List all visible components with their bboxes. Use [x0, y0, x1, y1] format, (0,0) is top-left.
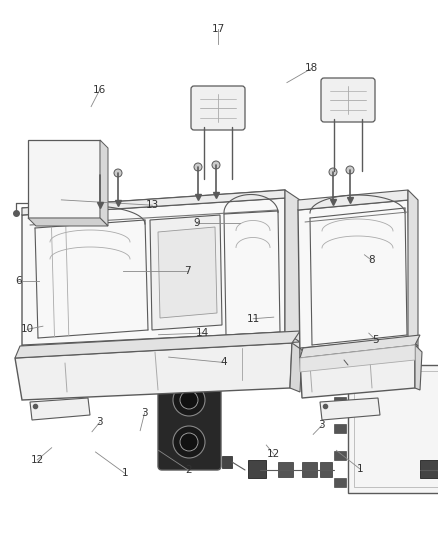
Text: 10: 10 [21, 325, 34, 334]
Bar [334, 451, 346, 460]
Text: 12: 12 [31, 455, 44, 465]
Text: 16: 16 [93, 85, 106, 94]
Text: 3: 3 [318, 421, 325, 430]
Polygon shape [320, 398, 380, 420]
Bar [278, 462, 293, 477]
Circle shape [96, 171, 104, 179]
Bar [96, 206, 103, 218]
Bar [334, 424, 346, 433]
Text: 12: 12 [267, 449, 280, 459]
Bar [331, 198, 338, 210]
Text: 3: 3 [96, 417, 103, 427]
Polygon shape [100, 140, 108, 226]
Text: 17: 17 [212, 25, 225, 34]
Text: 7: 7 [184, 266, 191, 276]
Polygon shape [15, 343, 292, 400]
Bar [30, 365, 75, 387]
FancyBboxPatch shape [321, 78, 375, 122]
Polygon shape [22, 190, 285, 215]
Circle shape [173, 384, 205, 416]
Polygon shape [22, 332, 300, 355]
Polygon shape [300, 345, 415, 398]
Polygon shape [300, 335, 420, 358]
Polygon shape [150, 215, 222, 330]
Bar [222, 456, 232, 468]
Polygon shape [300, 345, 415, 372]
Text: 9: 9 [193, 218, 200, 228]
Circle shape [329, 168, 337, 176]
Text: 11: 11 [247, 314, 260, 324]
Text: 18: 18 [305, 63, 318, 73]
Polygon shape [158, 227, 217, 318]
Bar [334, 478, 346, 487]
Polygon shape [298, 190, 408, 210]
Circle shape [114, 169, 122, 177]
Bar [348, 198, 355, 210]
Bar [334, 397, 346, 406]
Bar [348, 365, 438, 493]
Text: 4: 4 [220, 358, 227, 367]
Polygon shape [28, 140, 100, 218]
Bar [114, 206, 121, 218]
Text: 13: 13 [146, 200, 159, 210]
Polygon shape [285, 190, 300, 352]
Text: 2: 2 [185, 465, 192, 475]
Text: 5: 5 [372, 335, 379, 345]
Text: 3: 3 [141, 408, 148, 418]
Bar [302, 462, 317, 477]
Circle shape [180, 433, 198, 451]
Bar [320, 462, 332, 477]
Circle shape [180, 391, 198, 409]
Polygon shape [28, 218, 108, 226]
Polygon shape [415, 345, 422, 390]
Circle shape [194, 163, 202, 171]
Bar [194, 206, 201, 218]
Circle shape [346, 166, 354, 174]
Circle shape [212, 161, 220, 169]
Polygon shape [298, 200, 410, 358]
Text: 1: 1 [121, 469, 128, 478]
Bar [334, 370, 346, 379]
Polygon shape [30, 398, 90, 420]
Bar [354, 371, 438, 487]
Polygon shape [408, 190, 418, 356]
FancyBboxPatch shape [158, 374, 221, 470]
Text: 8: 8 [368, 255, 375, 265]
Text: 1: 1 [357, 464, 364, 474]
Circle shape [173, 426, 205, 458]
Polygon shape [290, 343, 302, 392]
Text: 14: 14 [196, 328, 209, 338]
Bar [248, 460, 266, 478]
Polygon shape [300, 338, 418, 358]
FancyBboxPatch shape [191, 86, 245, 130]
Text: 6: 6 [15, 277, 22, 286]
Bar [33, 145, 95, 213]
Polygon shape [15, 331, 300, 358]
Bar [420, 460, 438, 478]
Polygon shape [22, 198, 285, 358]
Bar [210, 206, 217, 218]
